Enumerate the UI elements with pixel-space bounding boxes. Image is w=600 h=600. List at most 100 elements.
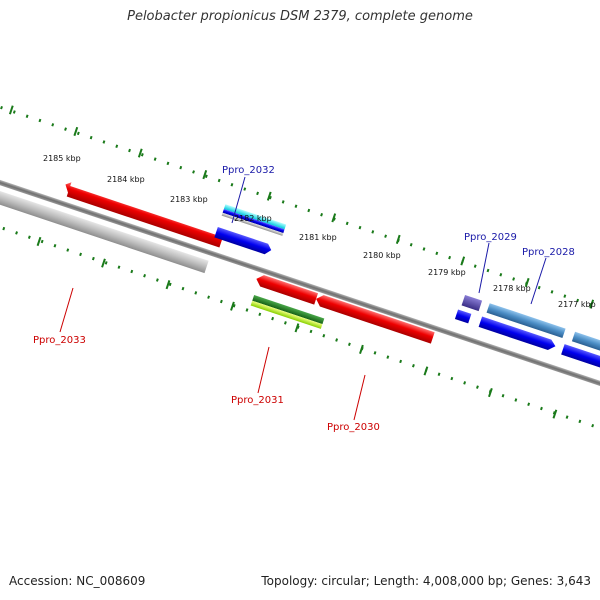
- gene-Ppro_2028[interactable]: [478, 316, 557, 351]
- ruler-dot-inner: [578, 419, 582, 424]
- gene-labels: Ppro_2032 Ppro_2029 Ppro_2028 Ppro_2033 …: [33, 165, 575, 433]
- ruler-dot-inner: [565, 415, 569, 419]
- gene-Ppro_2031[interactable]: [254, 273, 319, 305]
- ruler-dot-inner: [194, 291, 198, 295]
- kbp-label-2181: 2181 kbp: [299, 233, 337, 242]
- ruler-dot-outer: [89, 135, 93, 140]
- feature-green[interactable]: [252, 295, 325, 325]
- kbp-tick: [137, 148, 143, 158]
- ruler-dot-inner: [412, 363, 415, 368]
- ruler-dotted-line-outer: [0, 105, 592, 307]
- kbp-label-2177: 2177 kbp: [558, 300, 596, 309]
- kbp-tick: [73, 126, 79, 137]
- gene-Ppro_2032[interactable]: [214, 226, 272, 256]
- ruler-dot-outer: [64, 127, 67, 131]
- gene-label-Ppro_2030[interactable]: Ppro_2030: [327, 422, 380, 433]
- gene-label-Ppro_2032[interactable]: Ppro_2032: [222, 165, 275, 176]
- reverse-strand-track: [0, 181, 435, 344]
- kbp-label-2178: 2178 kbp: [493, 284, 531, 293]
- ruler-dot-inner: [591, 423, 595, 428]
- track-frame: [0, 105, 600, 428]
- kbp-tick: [488, 387, 493, 398]
- kbp-tick: [423, 366, 429, 376]
- gene-label-Ppro_2029[interactable]: Ppro_2029: [464, 232, 517, 243]
- ruler-dot-outer: [307, 208, 311, 213]
- kbp-label-2183: 2183 kbp: [170, 195, 208, 204]
- gene-label-Ppro_2033[interactable]: Ppro_2033: [33, 335, 86, 346]
- feature-purple[interactable]: [461, 294, 483, 312]
- ruler-dot-inner: [245, 308, 249, 312]
- ruler-dot-outer: [243, 187, 247, 191]
- ruler-dot-inner: [104, 261, 108, 265]
- feature-cyan[interactable]: [223, 204, 287, 230]
- kbp-label-2180: 2180 kbp: [363, 251, 401, 260]
- leader-Ppro_2031: [257, 346, 270, 394]
- ruler-dot-inner: [373, 351, 377, 355]
- ruler-dot-outer: [345, 221, 349, 226]
- ruler-dot-inner: [271, 316, 275, 321]
- leader-Ppro_2032: [231, 176, 246, 224]
- gene-label-Ppro_2028[interactable]: Ppro_2028: [522, 247, 575, 258]
- ruler-dot-outer: [512, 277, 516, 281]
- gene-Ppro_2033-forward-part[interactable]: [62, 181, 224, 248]
- ruler-dot-inner: [476, 385, 479, 389]
- ruler-dot-inner: [283, 321, 287, 325]
- ruler-dot-outer: [371, 230, 375, 234]
- leader-Ppro_2030: [353, 374, 366, 421]
- kbp-tick: [359, 344, 364, 354]
- ruler-dot-outer: [204, 174, 208, 178]
- ruler-dot-inner: [168, 282, 172, 287]
- ruler-dot-outer: [230, 183, 234, 187]
- kbp-tick: [552, 409, 558, 419]
- ruler-dot-outer: [358, 225, 362, 230]
- kbp-tick: [202, 170, 208, 180]
- ruler-dot-inner: [130, 269, 134, 274]
- ruler-dot-inner: [66, 248, 70, 252]
- kbp-tick: [524, 277, 530, 288]
- kbp-tick: [460, 256, 466, 266]
- genome-summary-text: Topology: circular; Length: 4,008,000 bp…: [261, 574, 591, 588]
- ruler-dot-outer: [486, 268, 490, 273]
- feature-navy[interactable]: [222, 208, 285, 234]
- ruler-dot-inner: [258, 312, 262, 317]
- leader-Ppro_2028: [530, 257, 547, 305]
- feature-steel-blue-right[interactable]: [571, 331, 600, 364]
- ruler-dot-inner: [91, 256, 95, 261]
- ruler-dot-inner: [79, 252, 82, 257]
- ruler-dot-inner: [386, 355, 390, 359]
- ruler-dot-outer: [12, 110, 16, 114]
- ruler-dot-outer: [38, 118, 42, 123]
- kbp-tick: [165, 280, 171, 290]
- feature-grey-strip[interactable]: [221, 212, 284, 236]
- ruler-dot-inner: [335, 338, 339, 342]
- ruler-dot-inner: [309, 329, 313, 334]
- ruler-dot-inner: [27, 235, 31, 239]
- ruler-dot-inner: [463, 381, 467, 385]
- ruler-dot-inner: [117, 265, 121, 269]
- ruler-dot-outer: [409, 243, 413, 247]
- gene-partial-forward-right[interactable]: [561, 344, 600, 377]
- ruler-dot-outer: [115, 144, 119, 148]
- gene-label-Ppro_2031[interactable]: Ppro_2031: [231, 395, 284, 406]
- gene-Ppro_2030[interactable]: [314, 293, 435, 344]
- ruler-dot-inner: [15, 231, 18, 235]
- kbp-tick: [266, 191, 272, 201]
- ruler-dot-inner: [514, 398, 518, 402]
- kbp-labels: 2185 kbp 2184 kbp 2183 kbp 2182 kbp 2181…: [43, 154, 596, 309]
- feature-steel-blue[interactable]: [486, 303, 566, 339]
- ruler-dot-outer: [25, 114, 29, 118]
- ruler-dot-outer: [563, 294, 567, 298]
- ruler-dot-outer: [422, 247, 426, 251]
- kbp-tick: [589, 299, 595, 309]
- gene-Ppro_2029-small[interactable]: [454, 309, 472, 324]
- gene-grey-reverse[interactable]: [0, 181, 209, 274]
- ruler-dot-outer: [435, 251, 439, 256]
- ruler-dot-inner: [53, 244, 57, 248]
- ruler-dot-outer: [128, 148, 131, 153]
- ruler-dot-outer: [537, 285, 541, 290]
- ruler-dot-inner: [437, 372, 441, 377]
- feature-lime[interactable]: [250, 300, 323, 329]
- ruler-dot-inner: [219, 299, 223, 304]
- kbp-label-2182: 2182 kbp: [234, 214, 272, 223]
